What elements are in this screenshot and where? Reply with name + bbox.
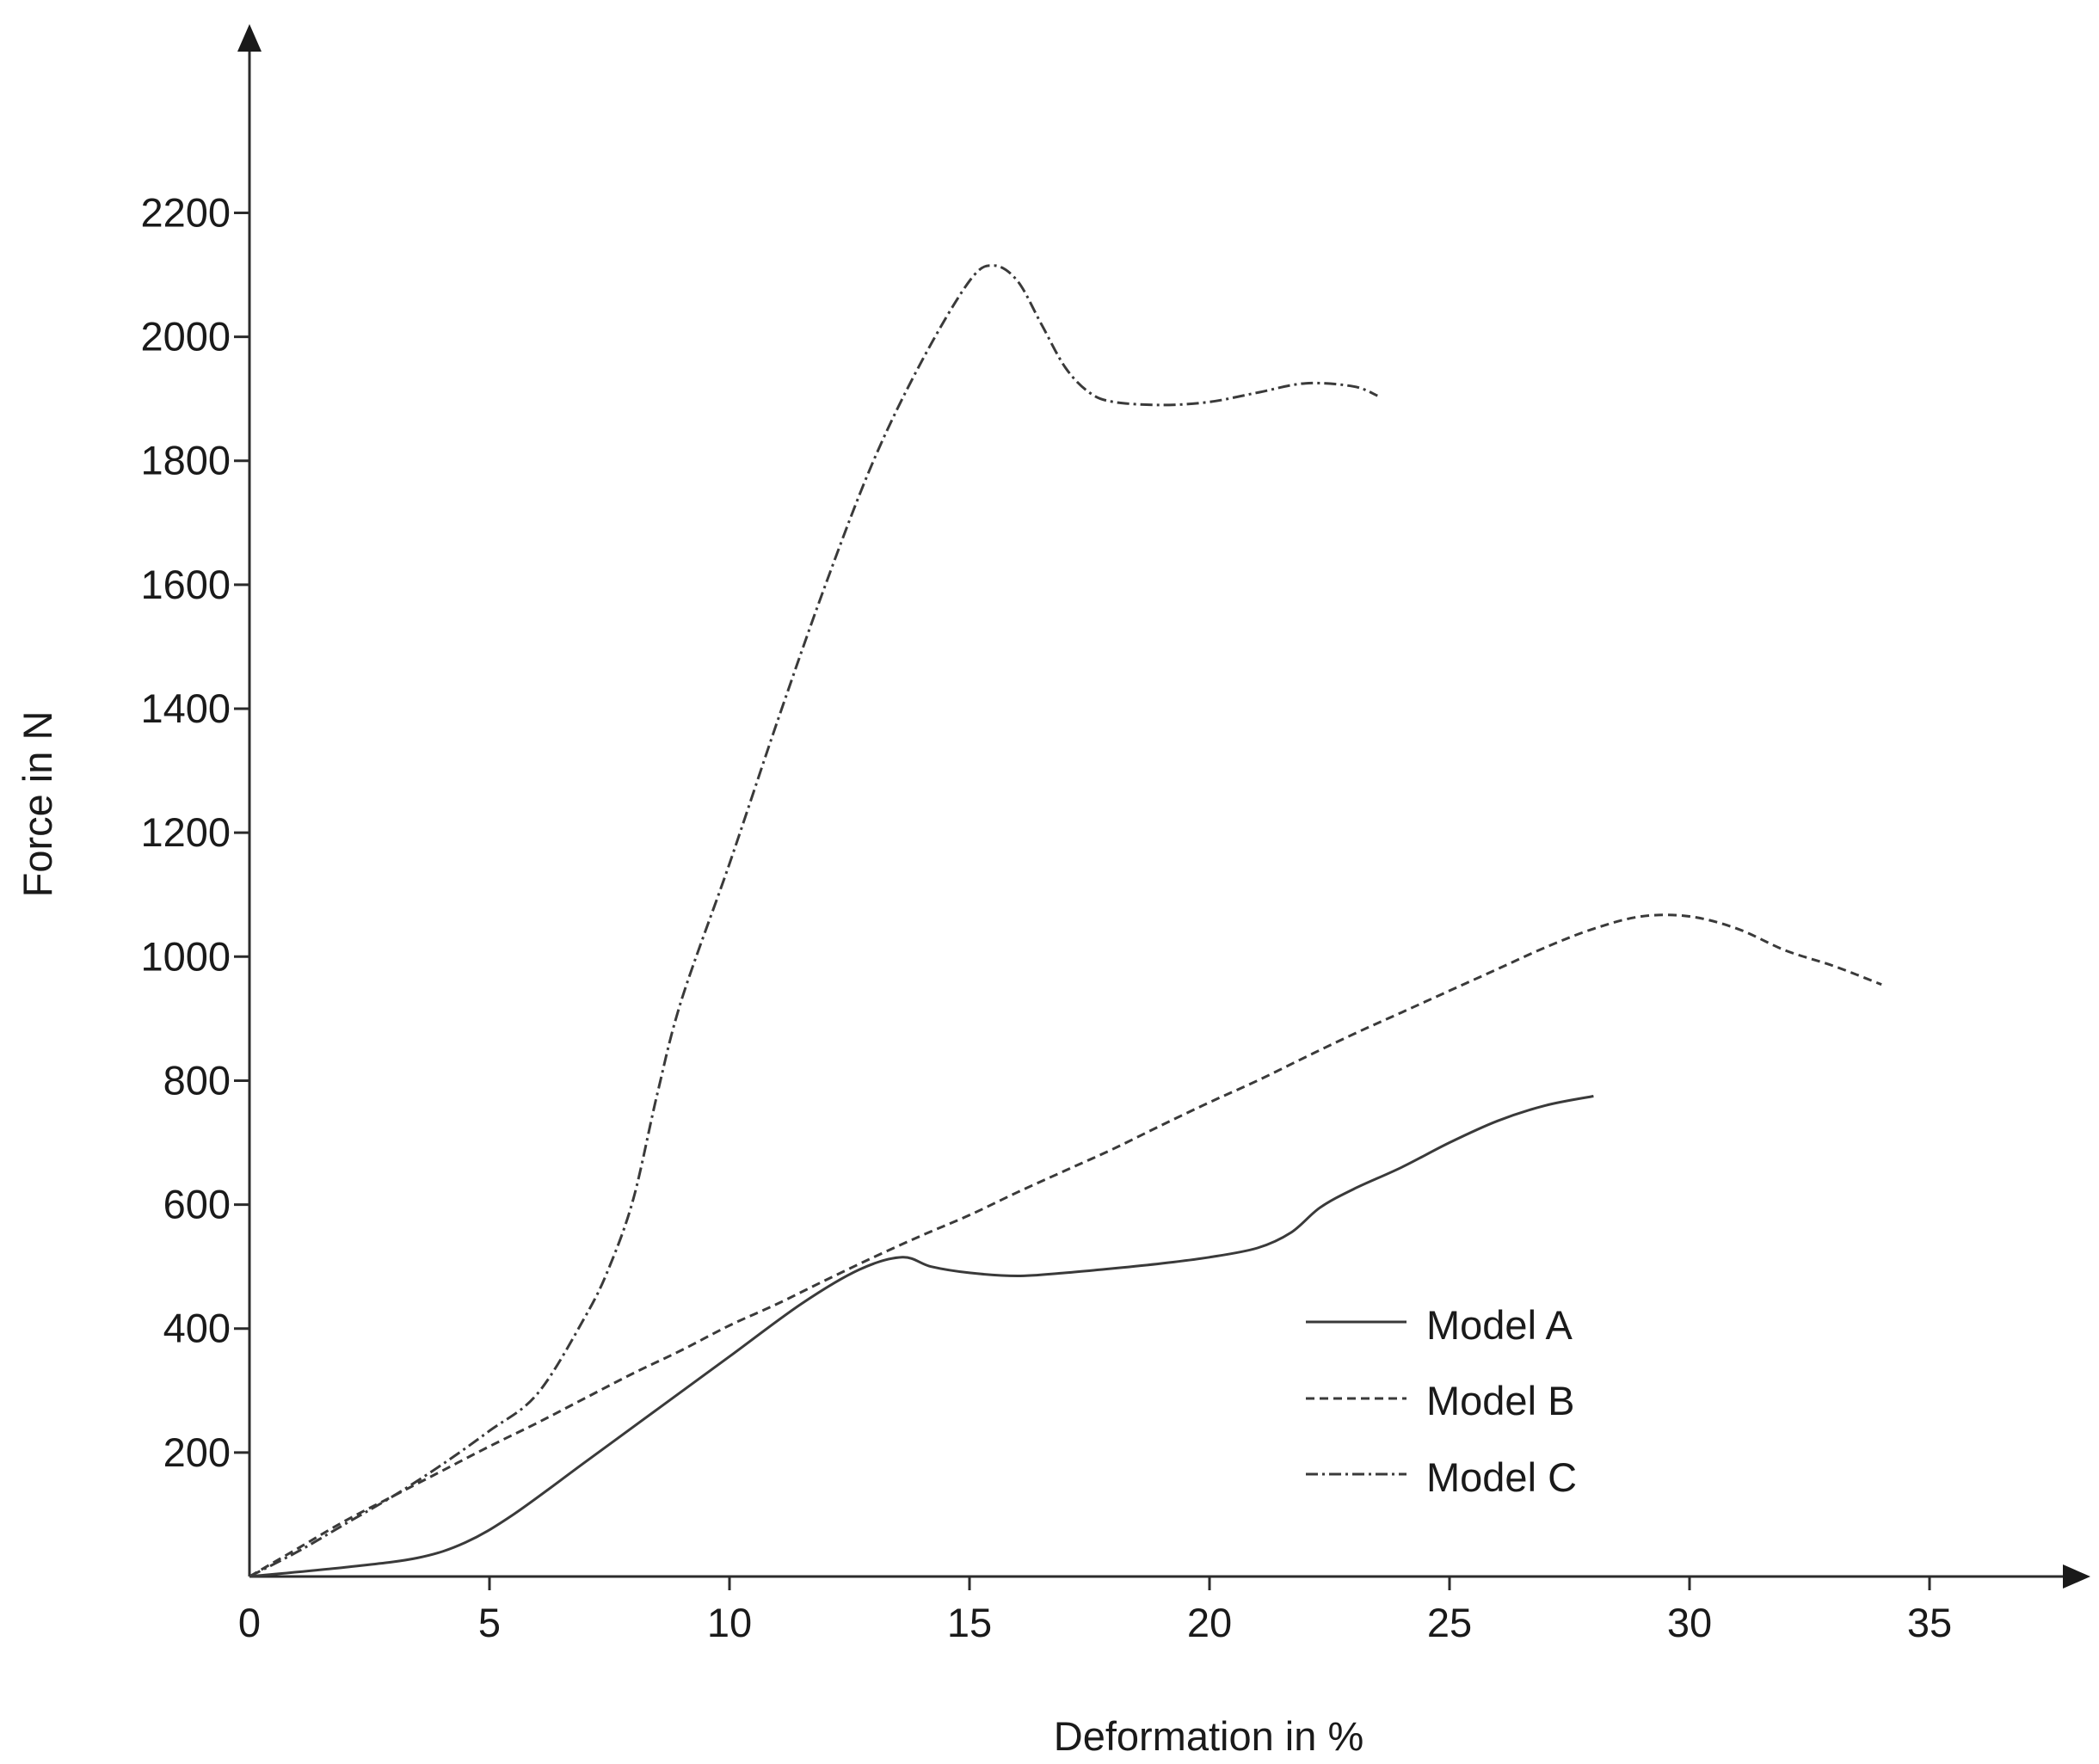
legend: Model A Model B Model C	[1306, 1302, 1577, 1500]
legend-label-model-c: Model C	[1426, 1454, 1577, 1500]
y-axis-title: Force in N	[15, 711, 60, 898]
y-tick-label: 1400	[140, 685, 231, 731]
x-tick-label: 0	[238, 1600, 261, 1645]
legend-label-model-b: Model B	[1426, 1378, 1574, 1423]
y-tick-label: 1000	[140, 933, 231, 979]
x-tick-label: 10	[707, 1600, 752, 1645]
y-tick-label: 400	[163, 1306, 231, 1351]
x-tick-label: 15	[947, 1600, 992, 1645]
x-axis-title: Deformation in %	[1054, 1713, 1364, 1759]
y-tick-label: 200	[163, 1429, 231, 1475]
x-tick-label: 30	[1667, 1600, 1712, 1645]
x-tick-label: 25	[1427, 1600, 1472, 1645]
x-ticks: 0 5 10 15 20 25 30 35	[238, 1577, 1952, 1645]
y-tick-label: 800	[163, 1057, 231, 1103]
y-axis-arrow-icon	[237, 24, 262, 52]
y-tick-label: 1800	[140, 438, 231, 483]
x-tick-label: 35	[1907, 1600, 1952, 1645]
legend-label-model-a: Model A	[1426, 1302, 1573, 1348]
y-ticks: 200 400 600 800 1000 1200 1400 1600 1800 2000 2200	[140, 189, 249, 1475]
y-tick-label: 2000	[140, 314, 231, 360]
series-line-model-a	[249, 1095, 1594, 1578]
y-tick-label: 2200	[140, 189, 231, 235]
x-tick-label: 5	[478, 1600, 501, 1645]
y-tick-label: 1200	[140, 809, 231, 855]
y-tick-label: 1600	[140, 562, 231, 607]
series-line-model-b	[249, 913, 1882, 1578]
x-axis-arrow-icon	[2063, 1564, 2090, 1589]
series-line-model-c	[249, 264, 1378, 1578]
series-group	[249, 264, 1882, 1578]
x-tick-label: 20	[1187, 1600, 1232, 1645]
y-tick-label: 600	[163, 1182, 231, 1227]
